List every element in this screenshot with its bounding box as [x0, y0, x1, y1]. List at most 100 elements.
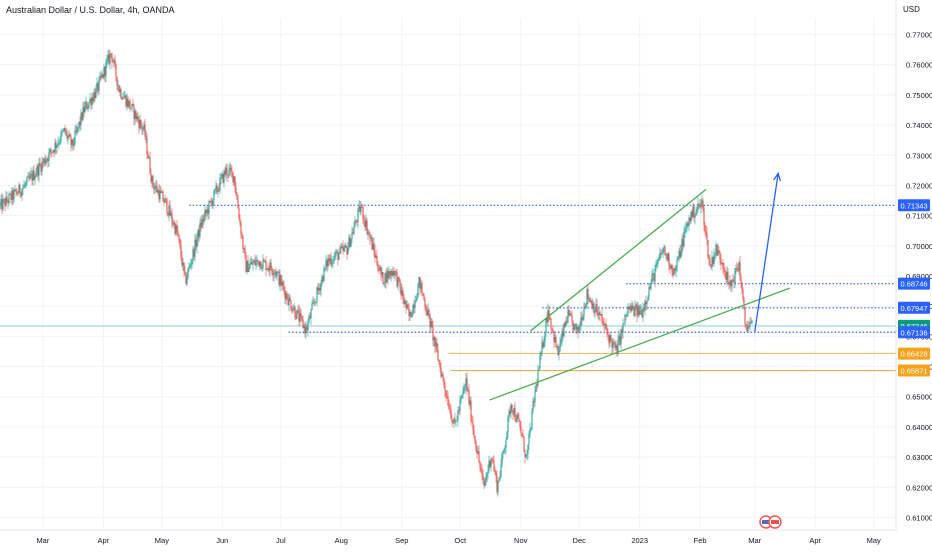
candle-body [644, 301, 646, 310]
candle-body [602, 320, 604, 325]
candle-body [170, 213, 172, 216]
candle-body [275, 271, 277, 277]
candle-body [675, 269, 677, 271]
candle-body [293, 307, 295, 310]
candle-body [705, 231, 707, 234]
candle-body [552, 329, 554, 331]
candle-body [591, 300, 593, 309]
candle-body [726, 272, 728, 280]
x-tick-label: Nov [514, 536, 528, 545]
candle-body [16, 192, 18, 194]
candle-body [333, 256, 335, 262]
candle-body [583, 306, 585, 317]
channel-trendline [530, 188, 707, 332]
candle-body [488, 460, 490, 471]
candle-body [596, 304, 598, 315]
candle-body [649, 287, 651, 289]
candle-body [27, 176, 29, 178]
candle-body [318, 287, 320, 291]
candle-body [160, 190, 162, 193]
candle-body [244, 248, 246, 256]
candle-body [56, 145, 58, 148]
candle-body [180, 245, 182, 257]
economic-event-icon[interactable] [768, 515, 782, 529]
candle-body [136, 116, 138, 120]
candle-body [697, 203, 699, 210]
candle-body [297, 309, 299, 311]
candle-body [635, 304, 637, 307]
candle-body [185, 273, 187, 284]
candle-body [540, 352, 542, 356]
candle-body [96, 83, 98, 88]
candle-body [217, 189, 219, 192]
candle-body [225, 167, 227, 175]
candle-body [586, 288, 588, 304]
candle-body [313, 302, 315, 304]
candle-body [183, 262, 185, 271]
candle-body [78, 121, 80, 128]
candle-body [300, 313, 302, 316]
candle-body [502, 451, 504, 454]
candle-body [108, 54, 110, 64]
candle-body [364, 220, 366, 228]
candle-body [566, 321, 568, 323]
candle-body [282, 281, 284, 286]
candle-body [314, 301, 316, 303]
candle-body [491, 458, 493, 460]
x-tick-label: Apr [809, 536, 821, 545]
candle-body [104, 66, 106, 76]
candle-body [682, 239, 684, 247]
event-icons[interactable] [759, 515, 782, 529]
candle-body [369, 234, 371, 239]
candle-body [8, 194, 10, 203]
y-tick-label: 0.75000 [906, 91, 932, 100]
candle-body [135, 110, 137, 120]
candle-body [341, 246, 343, 248]
candle-body [415, 300, 417, 302]
candle-body [661, 253, 663, 255]
candle-body [648, 287, 650, 297]
candle-body [28, 176, 30, 179]
candle-body [390, 270, 392, 276]
candle-body [306, 327, 308, 330]
candle-body [215, 185, 217, 189]
candle-body [302, 319, 304, 328]
candle-body [171, 213, 173, 223]
candle-body [54, 142, 56, 153]
candle-body [198, 229, 200, 237]
candle-body [670, 265, 672, 269]
candle-body [205, 210, 207, 214]
candle-body [1, 199, 3, 210]
candle-body [501, 453, 503, 465]
candle-body [567, 309, 569, 323]
candle-body [455, 420, 457, 423]
candle-body [530, 429, 532, 430]
candle-body [454, 418, 456, 423]
candle-body [265, 260, 267, 271]
candle-body [164, 198, 166, 203]
candle-body [98, 79, 100, 92]
candle-body [106, 59, 108, 63]
candle-body [673, 268, 675, 275]
candle-body [570, 313, 572, 316]
candle-body [3, 199, 5, 201]
candle-body [258, 261, 260, 267]
candle-body [645, 301, 647, 305]
candle-body [55, 142, 57, 148]
candle-body [231, 170, 233, 173]
candle-body [496, 475, 498, 493]
candle-body [286, 293, 288, 300]
candle-body [686, 223, 688, 229]
candle-body [587, 288, 589, 299]
candle-body [337, 251, 339, 260]
candle-body [730, 280, 732, 287]
candle-body [149, 157, 151, 174]
candle-body [536, 384, 538, 386]
candle-body [107, 54, 109, 60]
candle-body [724, 271, 726, 272]
candle-body [356, 221, 358, 223]
candle-body [351, 232, 353, 239]
candle-body [712, 256, 714, 264]
candle-body [68, 134, 70, 137]
candle-body [480, 467, 482, 471]
